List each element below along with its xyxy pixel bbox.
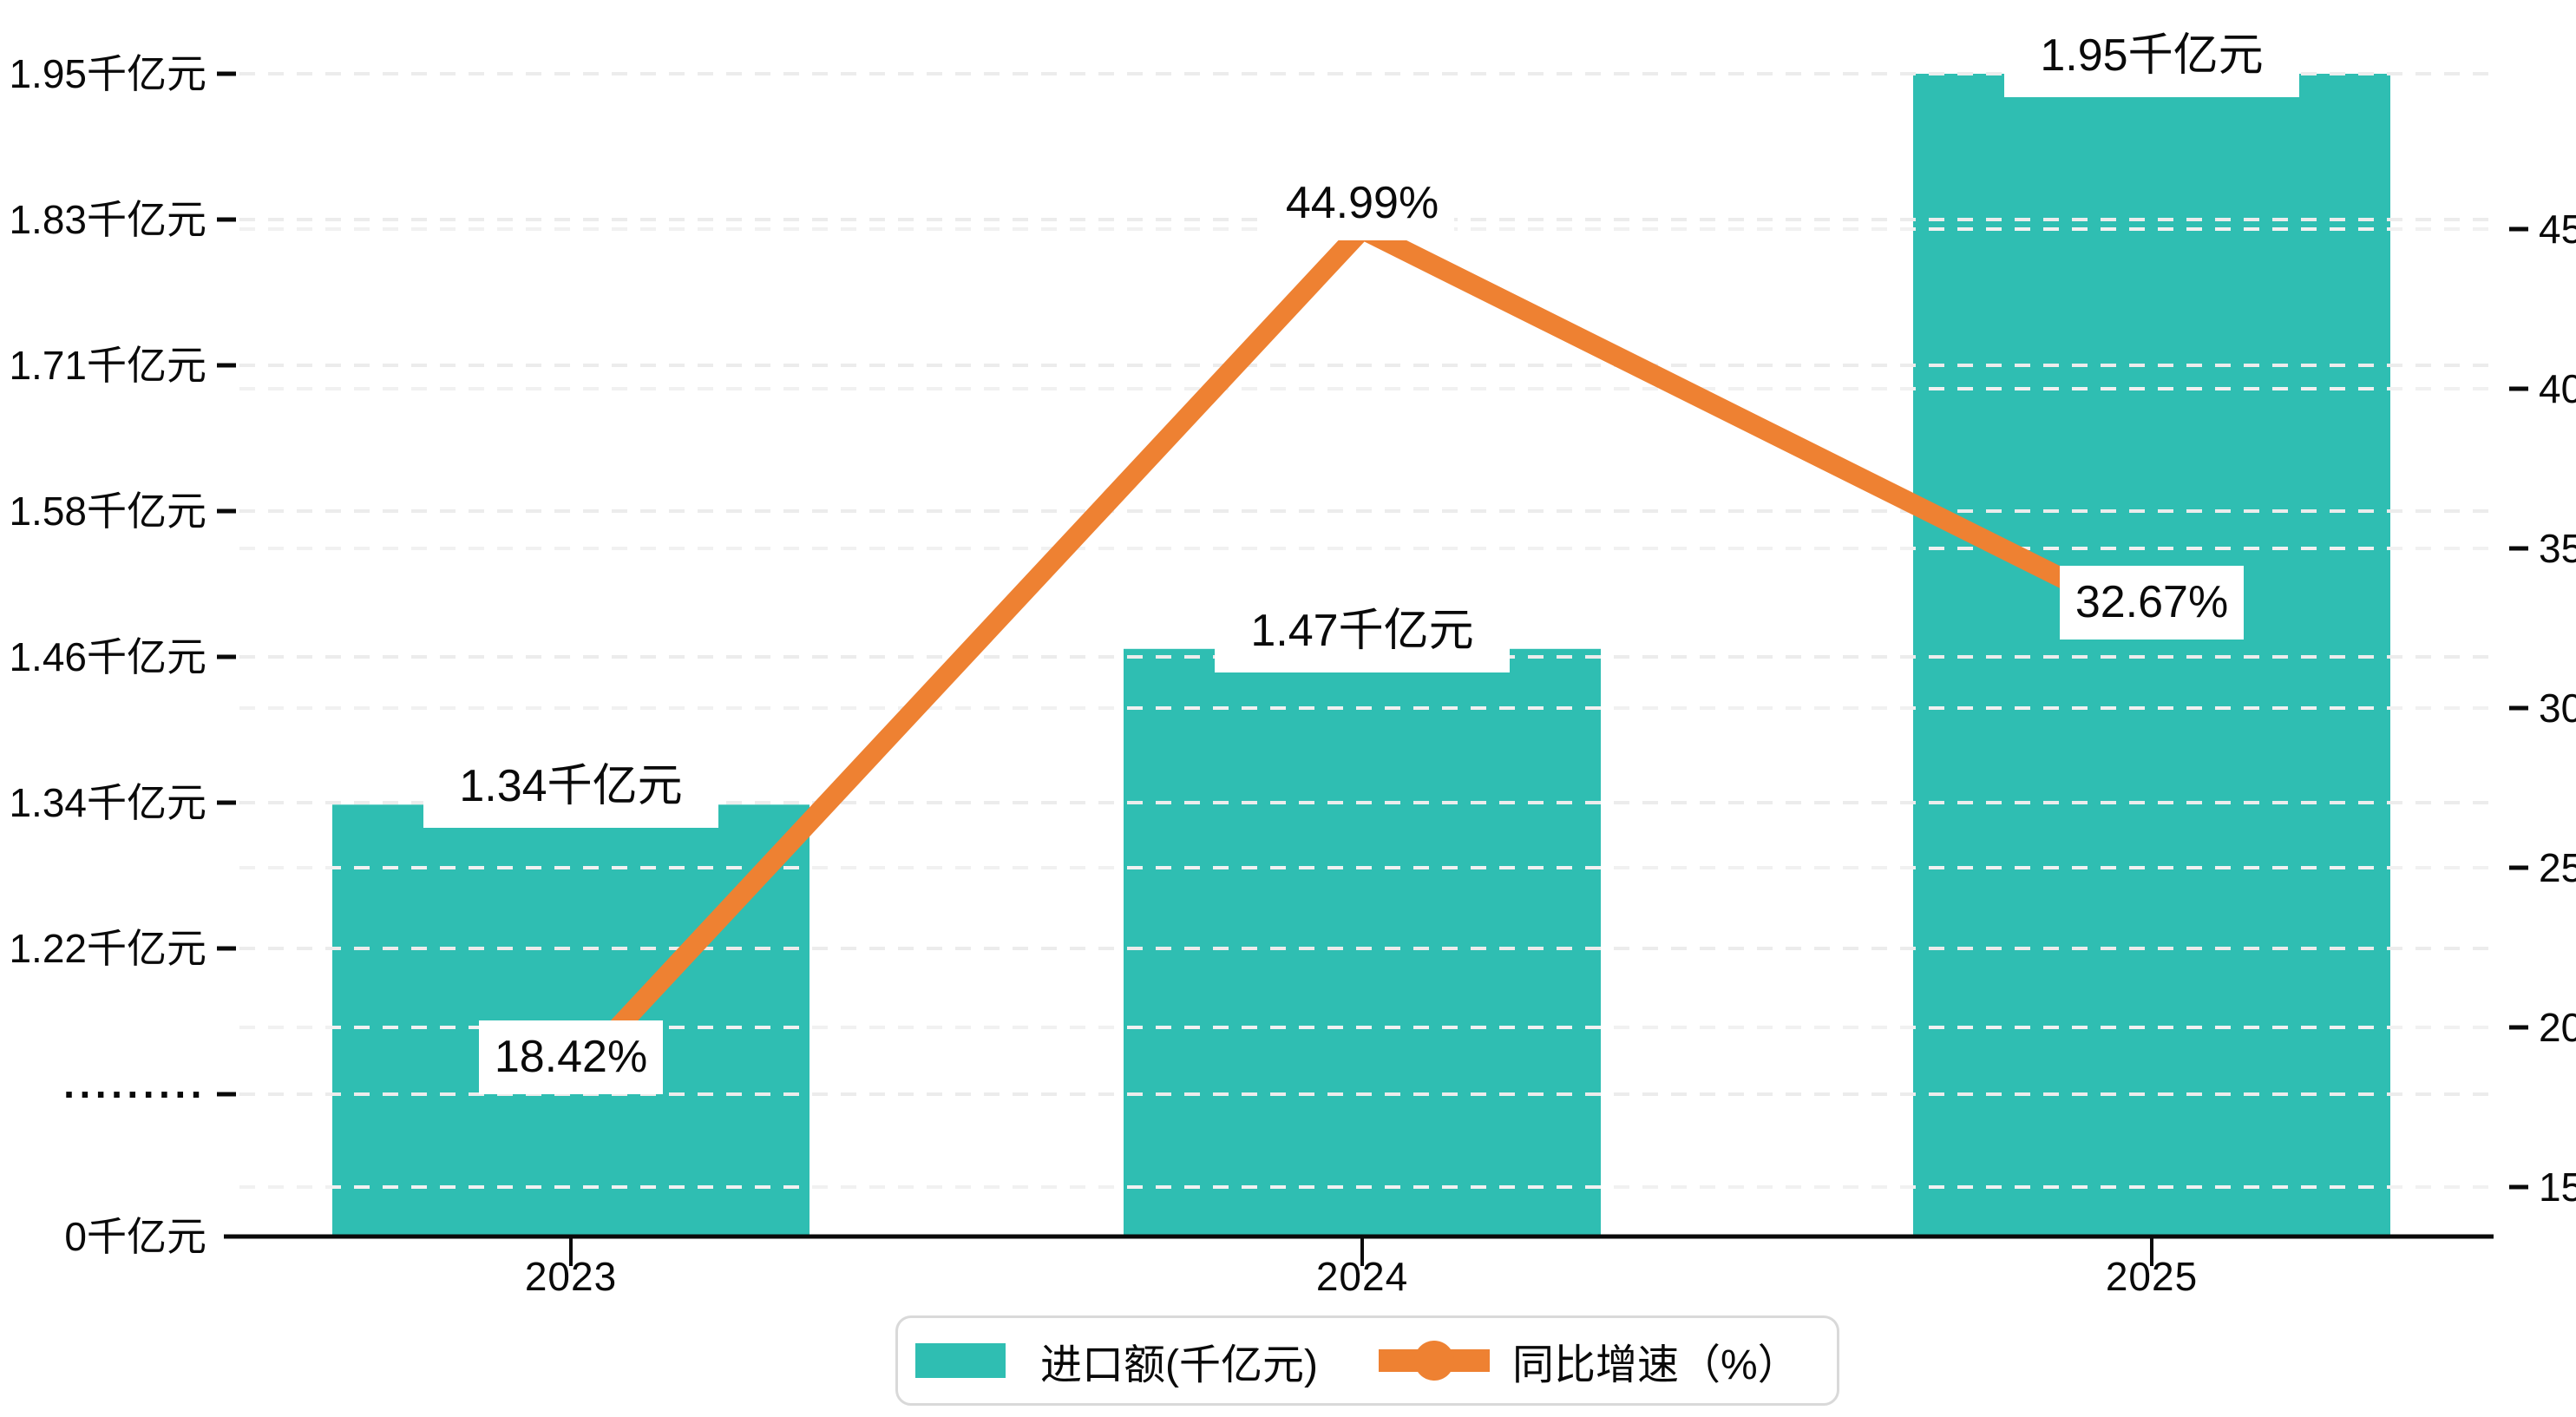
legend-label-imports: 进口额(千亿元) <box>1040 1342 1318 1388</box>
growth-label-2023: 18.42% <box>479 1020 663 1095</box>
left-tick-label: 1.34千亿元 <box>9 780 206 825</box>
legend-item-growth[interactable]: 同比增速（%） <box>1378 1330 1799 1391</box>
left-tick-label: 1.46千亿元 <box>9 634 206 679</box>
left-tick-label: 1.22千亿元 <box>9 926 206 971</box>
right-tick-label: 40 <box>2539 366 2576 411</box>
legend-item-imports[interactable]: 进口额(千亿元) <box>915 1330 1318 1391</box>
x-tick-label-2023: 2023 <box>524 1254 618 1299</box>
bar-series-swatch <box>915 1343 1006 1378</box>
left-axis-break-dots: ········· <box>63 1072 206 1117</box>
legend-label-growth: 同比增速（%） <box>1511 1342 1799 1388</box>
right-tick-label: 25 <box>2539 845 2576 890</box>
left-tick-label: 0千亿元 <box>64 1214 206 1259</box>
bar-value-label-2025: 1.95千亿元 <box>2004 14 2299 97</box>
x-tick-label-2024: 2024 <box>1315 1254 1409 1299</box>
right-tick-label: 15 <box>2539 1164 2576 1210</box>
bar-2025[interactable] <box>1913 74 2390 1237</box>
growth-label-2025: 32.67% <box>2060 565 2244 640</box>
x-tick-label-2025: 2025 <box>2105 1254 2199 1299</box>
line-series-swatch <box>1378 1341 1490 1381</box>
line-dot-icon <box>1413 1341 1454 1381</box>
right-tick-label: 35 <box>2539 526 2576 571</box>
left-tick-label: 1.58千亿元 <box>9 489 206 534</box>
right-tick-label: 30 <box>2539 686 2576 731</box>
left-tick-label: 1.83千亿元 <box>9 197 206 242</box>
legend: 进口额(千亿元) 同比增速（%） <box>895 1315 1839 1406</box>
bar-2024[interactable] <box>1124 648 1601 1237</box>
growth-label-2024: 44.99% <box>1270 167 1454 241</box>
left-tick-label: 1.71千亿元 <box>9 343 206 388</box>
bar-value-label-2024: 1.47千亿元 <box>1215 588 1510 672</box>
right-tick-label: 45 <box>2539 207 2576 252</box>
right-tick-label: 20 <box>2539 1005 2576 1050</box>
bar-value-label-2023: 1.34千亿元 <box>423 745 718 829</box>
left-tick-label: 1.95千亿元 <box>9 51 206 96</box>
